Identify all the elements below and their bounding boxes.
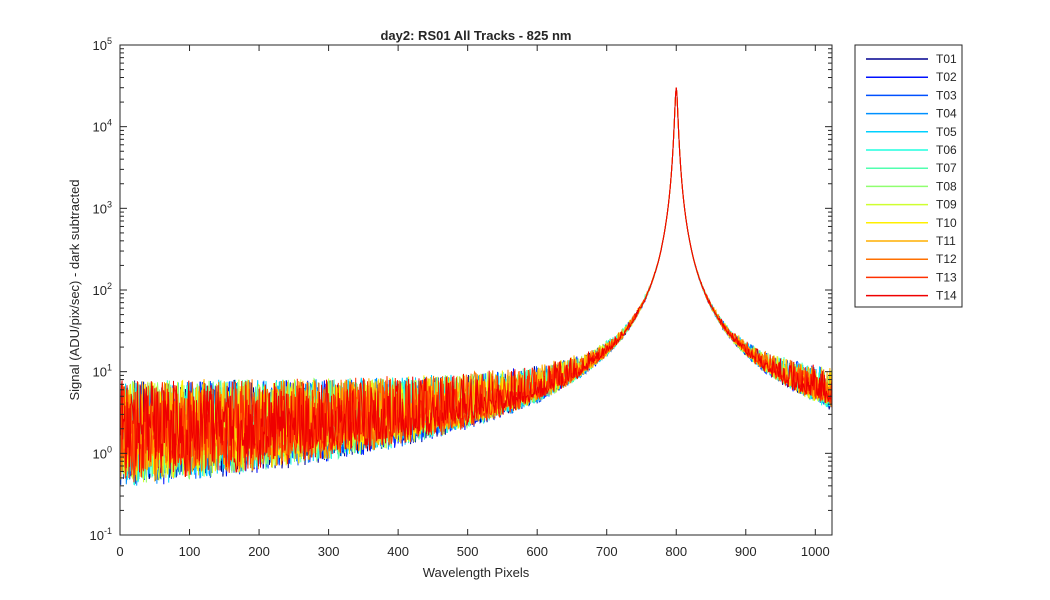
chart-title: day2: RS01 All Tracks - 825 nm — [380, 28, 571, 43]
y-axis-label: Signal (ADU/pix/sec) - dark subtracted — [67, 179, 82, 400]
legend-label: T04 — [936, 107, 957, 121]
x-tick-label: 400 — [387, 544, 409, 559]
legend-label: T13 — [936, 270, 957, 284]
legend-box — [854, 44, 963, 308]
y-tick-label: 104 — [93, 118, 112, 135]
legend-label: T09 — [936, 198, 957, 212]
legend-label: T07 — [936, 161, 957, 175]
legend-entries: T01 T02 T03 T04 T05 T06 T07 T08 T09 T10 T11 T12 T13 T… — [866, 52, 957, 303]
y-tick-label: 105 — [93, 36, 112, 53]
x-tick-label: 300 — [318, 544, 340, 559]
series-group — [120, 87, 832, 486]
legend-label: T02 — [936, 70, 957, 84]
x-tick-label: 500 — [457, 544, 479, 559]
legend-label: T06 — [936, 143, 957, 157]
legend-label: T11 — [936, 234, 956, 248]
legend-label: T03 — [936, 88, 957, 102]
series-line-t14 — [120, 87, 832, 477]
x-axis: 0 100 200 300 400 500 600 700 800 900 1000 — [116, 45, 830, 559]
x-tick-label: 800 — [665, 544, 687, 559]
x-tick-label: 0 — [116, 544, 123, 559]
y-tick-label: 10-1 — [90, 526, 112, 543]
legend-label: T01 — [936, 52, 957, 66]
legend-label: T08 — [936, 179, 957, 193]
x-tick-label: 100 — [179, 544, 201, 559]
y-tick-label: 101 — [93, 363, 112, 380]
x-tick-label: 1000 — [801, 544, 830, 559]
legend-label: T10 — [936, 216, 957, 230]
x-tick-label: 700 — [596, 544, 618, 559]
x-tick-label: 600 — [526, 544, 548, 559]
x-tick-label: 900 — [735, 544, 757, 559]
plot-area — [119, 44, 833, 536]
legend-label: T12 — [936, 252, 957, 266]
legend: T01 T02 T03 T04 T05 T06 T07 T08 T09 T10 T11 T12 T13 T… — [854, 44, 963, 308]
x-tick-label: 200 — [248, 544, 270, 559]
legend-label: T14 — [936, 289, 957, 303]
y-tick-label: 100 — [93, 444, 112, 461]
x-axis-label: Wavelength Pixels — [423, 565, 530, 580]
y-tick-label: 103 — [93, 199, 112, 216]
y-tick-label: 102 — [93, 281, 112, 298]
legend-label: T05 — [936, 125, 957, 139]
